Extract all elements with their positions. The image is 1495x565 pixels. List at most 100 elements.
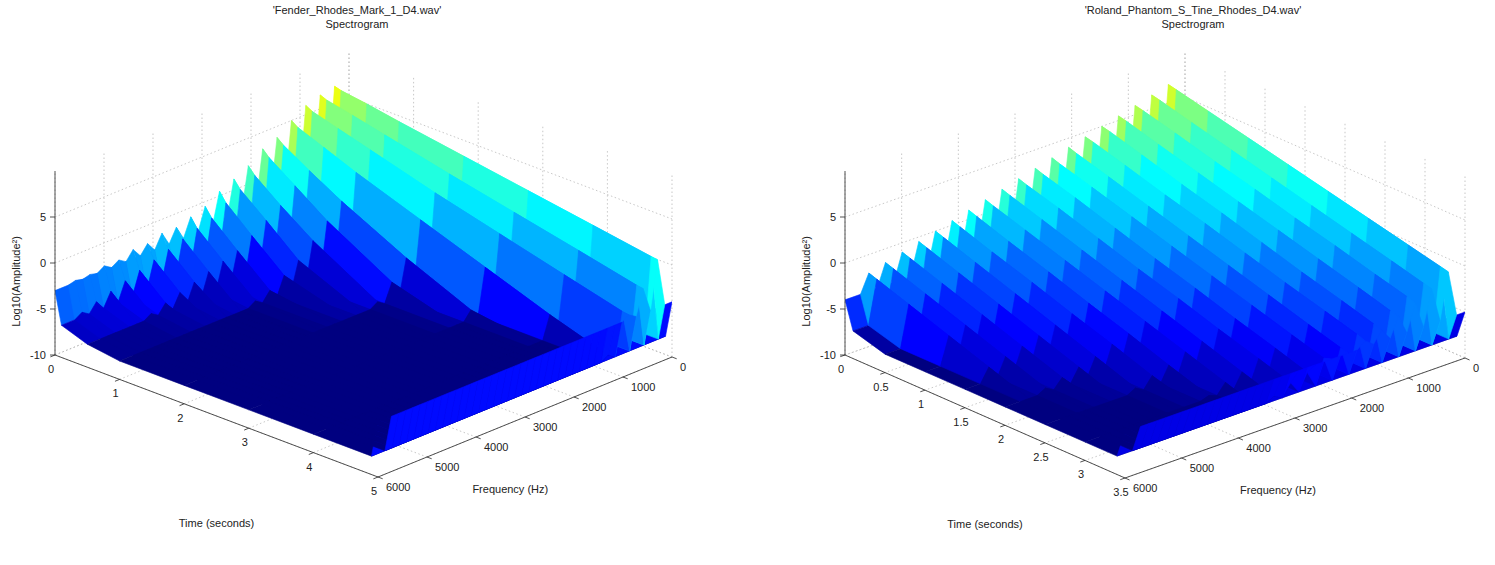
titles: Time (seconds) Frequency (Hz) Log10(Amplit… [10,4,548,529]
x-axis-title: Time (seconds) [947,518,1022,530]
y-tick-label: 5000 [1190,462,1214,474]
z-tick [840,309,845,310]
y-tick-label: 3000 [533,421,557,433]
y-tick-label: 3000 [1303,422,1327,434]
y-tick [476,437,481,439]
y-tick [1465,358,1470,360]
grid [55,51,672,477]
x-tick-label: 0.5 [873,381,888,393]
x-axis-title: Time (seconds) [179,517,254,529]
chart-subtitle: Spectrogram [1162,18,1225,30]
ridge-face [262,401,334,428]
background [0,0,1495,565]
y-tick [623,377,628,379]
z-tick [50,355,55,356]
x-tick [1000,425,1005,427]
z-tick-label: -5 [36,303,46,315]
y-axis-line [378,357,672,477]
grid [845,51,1465,478]
x-tick [880,373,885,375]
chart-title: 'Roland_Phantom_S_Tine_Rhodes_D4.wav' [1085,4,1302,16]
x-tick-label: 5 [371,485,377,497]
x-tick [309,453,314,455]
canvas: 0123450100020003000400050006000-10-505Ti… [0,0,1495,565]
y-tick-label: 1000 [631,381,655,393]
x-tick [244,428,249,430]
ridge-face [327,426,392,451]
x-tick [920,390,925,392]
y-tick [574,397,579,399]
y-tick [1125,478,1130,480]
panel-1: 00.511.522.533.5010002000300040005000600… [800,4,1479,530]
y-tick-label: 0 [680,361,686,373]
ridge-face [133,353,205,380]
y-tick [1295,418,1300,420]
z-tick-label: -5 [826,303,836,315]
grid-line [1125,358,1465,478]
z-tick-label: 0 [40,257,46,269]
y-tick [1182,458,1187,460]
x-tick [373,477,378,479]
x-axis-line [55,355,378,477]
x-tick-label: 3.5 [1113,486,1128,498]
z-tick-label: 0 [830,257,836,269]
x-tick [180,404,185,406]
x-tick [50,355,55,357]
x-tick-label: 1 [113,387,119,399]
ridge-face [1307,362,1323,386]
x-tick-label: 2 [177,412,183,424]
ridge-face [198,377,270,404]
x-tick [1120,478,1125,480]
z-tick-label: 5 [40,211,46,223]
y-tick-label: 6000 [1133,482,1157,494]
z-axis-title: Log10(Amplitude²) [10,236,22,327]
ridge-face [75,312,108,338]
surface [845,84,1465,456]
x-tick [115,379,120,381]
y-tick-label: 2000 [1360,402,1384,414]
ridge-face [68,280,82,319]
ridge-face [385,413,399,450]
chart-subtitle: Spectrogram [326,18,389,30]
z-tick [840,355,845,356]
ridge-face [101,336,140,356]
z-tick [50,263,55,264]
floor-patch [313,314,665,456]
y-tick [1238,438,1243,440]
z-tick [50,309,55,310]
z-tick [840,263,845,264]
y-tick-label: 4000 [484,441,508,453]
ridge-face [900,304,948,366]
ridge-face [1291,368,1307,392]
floor-patch [55,171,355,326]
y-axis-title: Frequency (Hz) [472,483,548,495]
x-tick [960,408,965,410]
x-tick [1040,443,1045,445]
x-tick-label: 3 [242,436,248,448]
titles: Time (seconds)Frequency (Hz)Log10(Amplit… [800,4,1316,530]
x-tick [1080,460,1085,462]
z-tick-label: -10 [820,349,836,361]
ridge-face [980,367,1028,401]
y-tick [378,477,383,479]
y-tick [1352,398,1357,400]
ridge-face [1132,424,1148,451]
z-tick-label: -10 [30,349,46,361]
surface [55,86,672,456]
y-tick-label: 4000 [1246,442,1270,454]
z-tick [50,217,55,218]
y-axis-title: Frequency (Hz) [1240,484,1316,496]
y-axis-line [1125,358,1465,478]
y-tick [672,357,677,359]
ridge-face [1060,416,1108,437]
x-tick-label: 1 [918,398,924,410]
y-tick-label: 6000 [386,481,410,493]
y-tick [1408,378,1413,380]
ridge-face [140,350,212,377]
z-tick-label: 5 [830,211,836,223]
x-tick-label: 2 [998,433,1004,445]
ridge-face [940,336,988,384]
y-tick-label: 1000 [1416,382,1440,394]
y-tick-label: 0 [1473,362,1479,374]
panel-0: 0123450100020003000400050006000-10-505Ti… [10,4,686,529]
